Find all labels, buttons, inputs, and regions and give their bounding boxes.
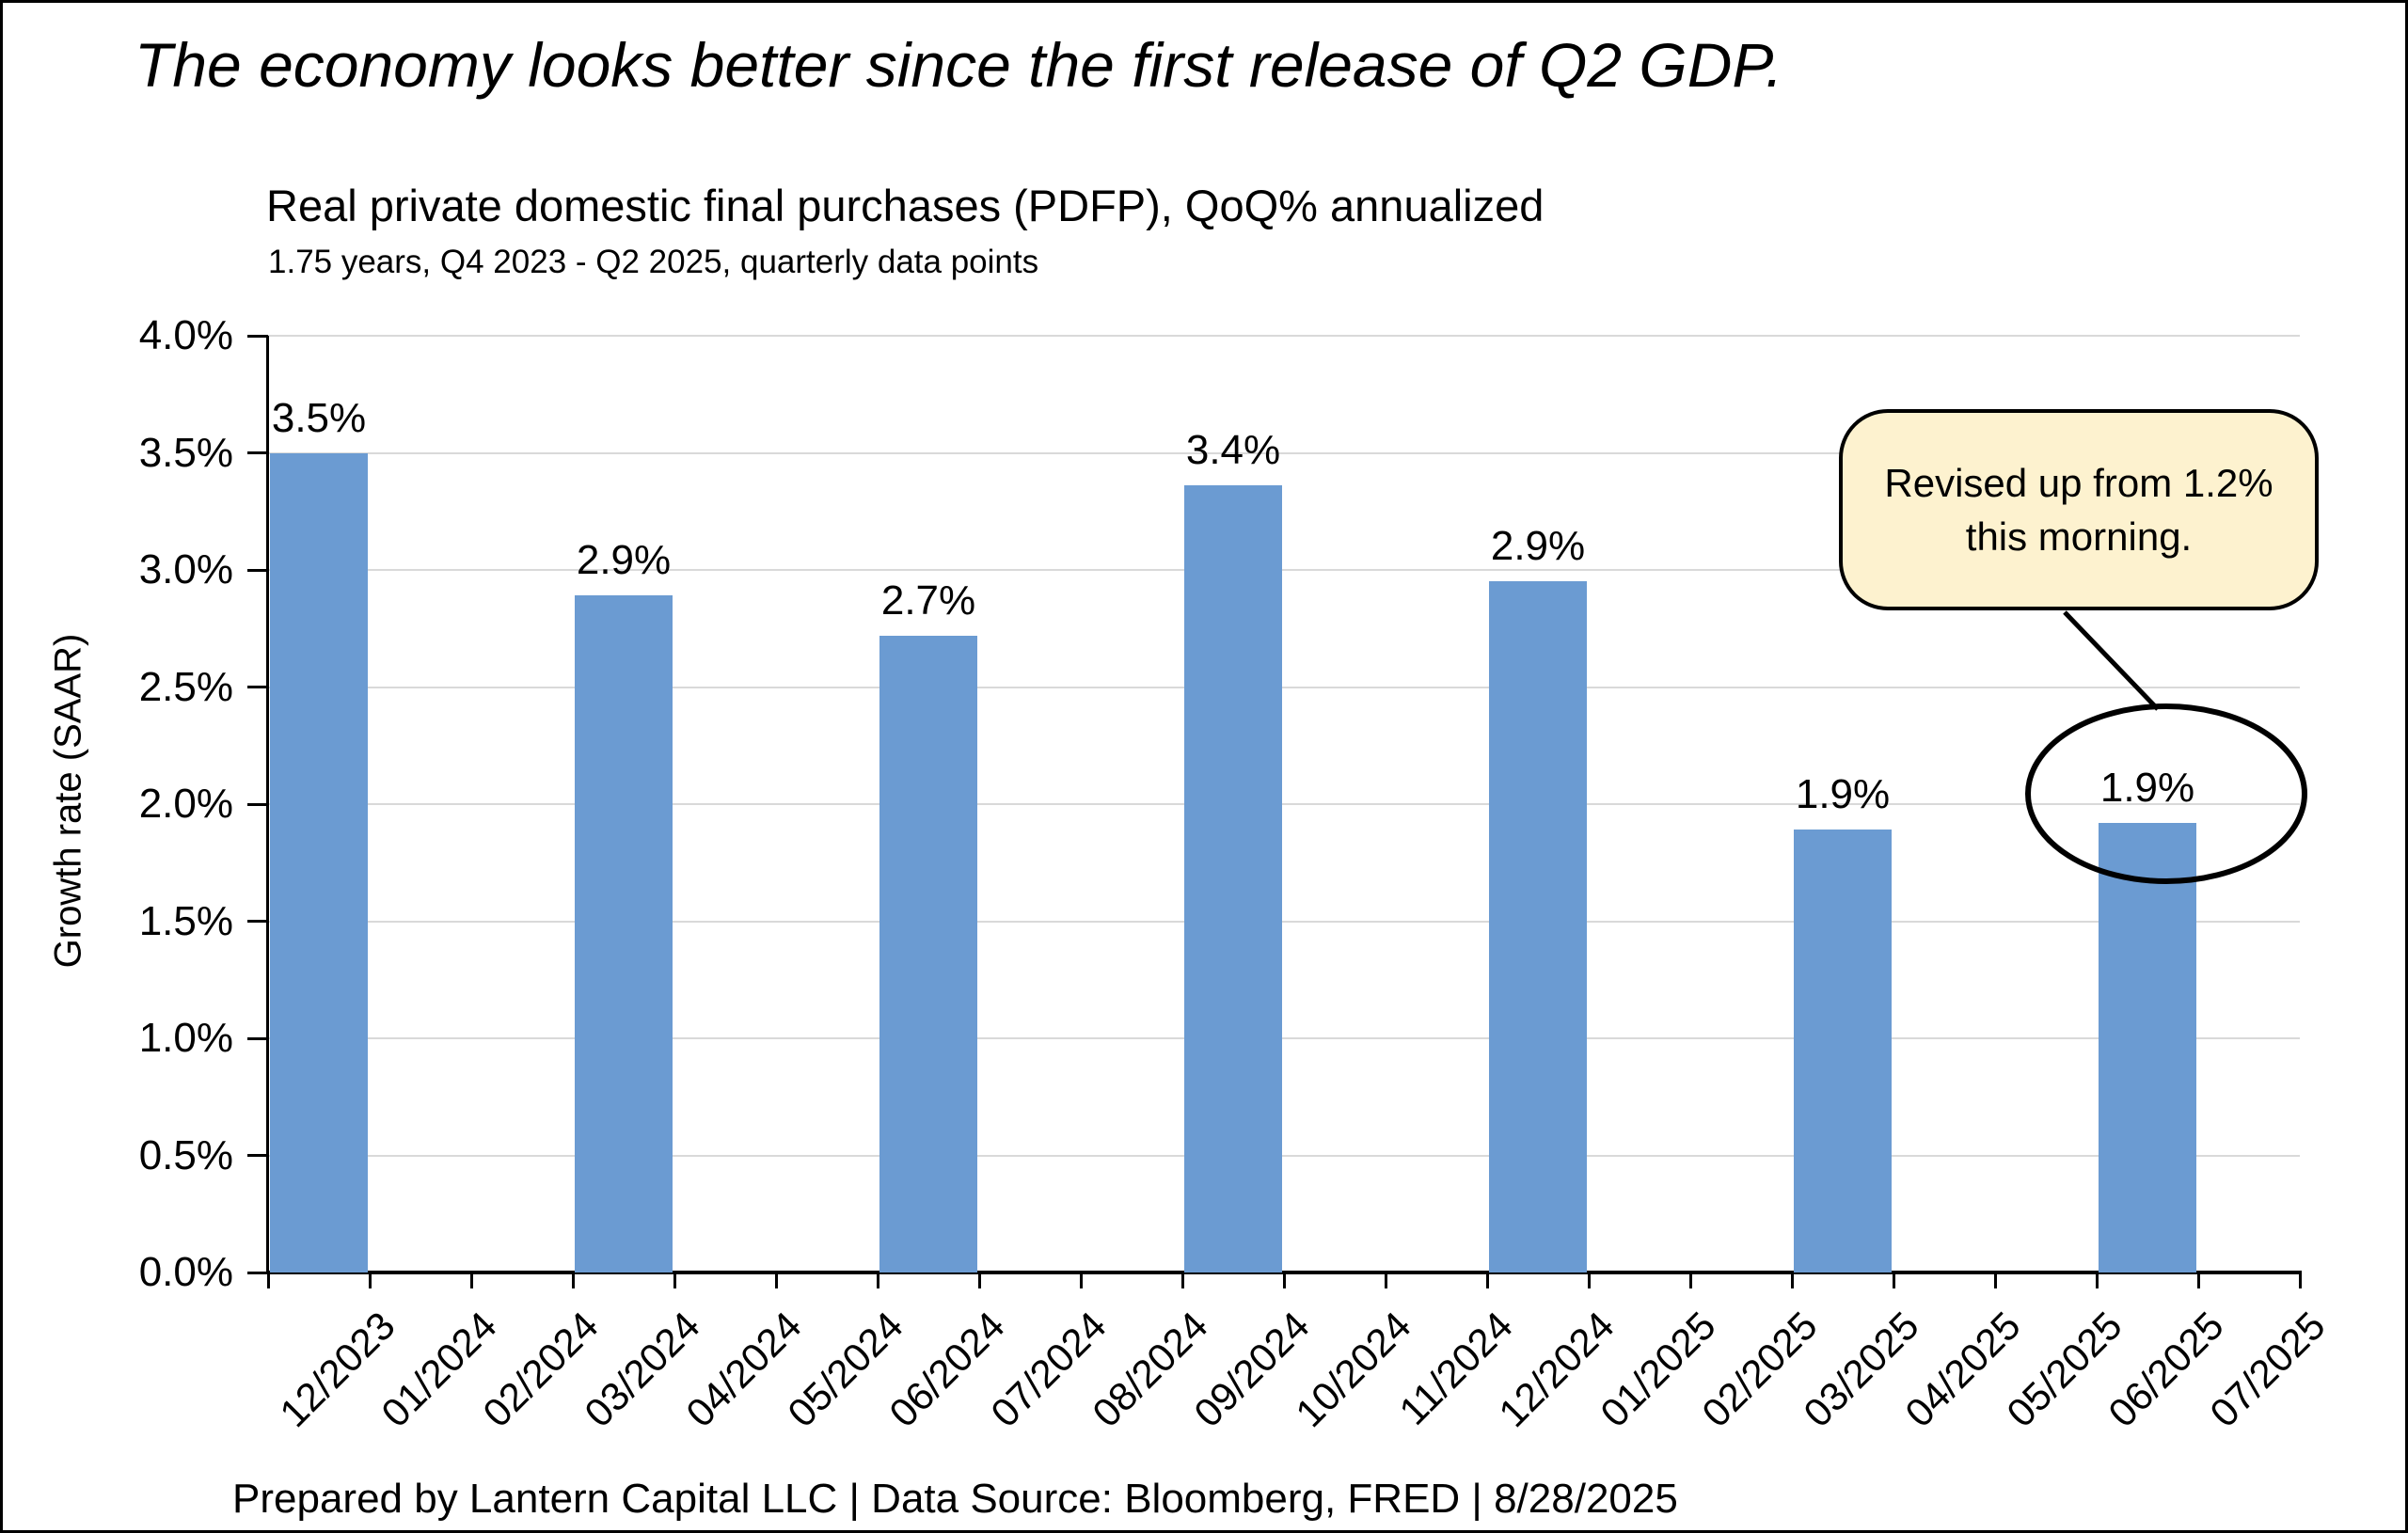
callout-note-line2: this morning. — [1965, 514, 2193, 559]
x-axis-tick-mark — [673, 1272, 676, 1288]
y-axis-tick-mark — [247, 1154, 268, 1157]
x-axis-tick-mark — [470, 1272, 473, 1288]
data-bar — [575, 595, 673, 1272]
y-axis-tick-mark — [247, 920, 268, 923]
y-gridline — [268, 451, 2300, 454]
x-axis-tick-mark — [1893, 1272, 1895, 1288]
data-bar — [879, 635, 977, 1272]
y-gridline — [268, 569, 2300, 571]
x-axis-tick-mark — [2197, 1272, 2200, 1288]
x-axis-tick-mark — [877, 1272, 879, 1288]
x-axis-tick-mark — [775, 1272, 778, 1288]
y-axis-tick-label: 2.0% — [138, 781, 233, 827]
bar-value-label: 1.9% — [2099, 764, 2195, 811]
y-gridline — [268, 1154, 2300, 1157]
x-axis-tick-mark — [978, 1272, 981, 1288]
x-axis-tick-mark — [1385, 1272, 1387, 1288]
plot-area: 4.0% 3.5% 3.0% 2.5% 2.0% 1.5% 1.0% 0.5% 0.0% 12/2… — [3, 3, 2405, 1530]
bar-value-label: 1.9% — [1795, 771, 1891, 818]
x-axis-tick-mark — [2299, 1272, 2302, 1288]
x-axis-tick-mark — [1994, 1272, 1997, 1288]
x-axis-tick-mark — [1181, 1272, 1184, 1288]
data-bar — [1489, 581, 1587, 1272]
y-axis-tick-mark — [247, 1271, 268, 1274]
y-gridline — [268, 1037, 2300, 1039]
y-axis-tick-label: 3.0% — [138, 546, 233, 593]
y-axis-tick-mark — [247, 451, 268, 454]
x-axis-tick-mark — [572, 1272, 575, 1288]
y-axis-tick-label: 4.0% — [138, 312, 233, 358]
x-axis-tick-mark — [1689, 1272, 1692, 1288]
y-axis-tick-mark — [247, 802, 268, 806]
y-axis-tick-mark — [247, 686, 268, 688]
x-axis-tick-mark — [2096, 1272, 2099, 1288]
y-axis-tick-label: 0.5% — [138, 1131, 233, 1178]
y-axis-tick-mark — [247, 334, 268, 338]
chart-subtitle: 1.75 years, Q4 2023 - Q2 2025, quarterly… — [268, 244, 1039, 280]
callout-note-line1: Revised up from 1.2% — [1884, 461, 2273, 505]
x-axis-tick-mark — [1080, 1272, 1083, 1288]
data-bar — [2099, 822, 2196, 1272]
x-axis-tick-mark — [1486, 1272, 1489, 1288]
bar-value-label: 3.4% — [1185, 427, 1281, 474]
y-axis-tick-mark — [247, 1036, 268, 1040]
y-gridline — [268, 335, 2300, 337]
y-gridline — [268, 803, 2300, 805]
bar-value-label: 2.7% — [880, 577, 976, 624]
data-bar — [1794, 830, 1892, 1272]
y-gridline — [268, 920, 2300, 923]
y-gridline — [268, 686, 2300, 688]
page-title: The economy looks better since the first… — [135, 30, 1783, 100]
x-axis-tick-mark — [1588, 1272, 1591, 1288]
callout-note: Revised up from 1.2% this morning. — [1839, 409, 2319, 610]
y-axis-tick-label: 0.0% — [138, 1249, 233, 1295]
x-axis-tick-mark — [267, 1272, 270, 1288]
y-axis-line — [266, 336, 269, 1274]
bar-value-label: 2.9% — [1490, 523, 1586, 570]
y-axis-tick-label: 1.0% — [138, 1015, 233, 1061]
bar-value-label: 2.9% — [576, 537, 672, 584]
y-axis-tick-label: 1.5% — [138, 897, 233, 944]
data-bar — [1184, 485, 1282, 1272]
y-axis-tick-label: 3.5% — [138, 429, 233, 476]
x-axis-tick-mark — [369, 1272, 372, 1288]
footer-note: Prepared by Lantern Capital LLC | Data S… — [232, 1476, 1678, 1522]
bar-value-label: 3.5% — [271, 394, 367, 441]
data-bar — [270, 452, 368, 1272]
y-axis-tick-label: 2.5% — [138, 663, 233, 710]
x-axis-tick-mark — [1791, 1272, 1794, 1288]
y-axis-tick-mark — [247, 568, 268, 572]
x-axis-tick-mark — [1283, 1272, 1286, 1288]
chart-title: Real private domestic final purchases (P… — [266, 181, 1545, 230]
